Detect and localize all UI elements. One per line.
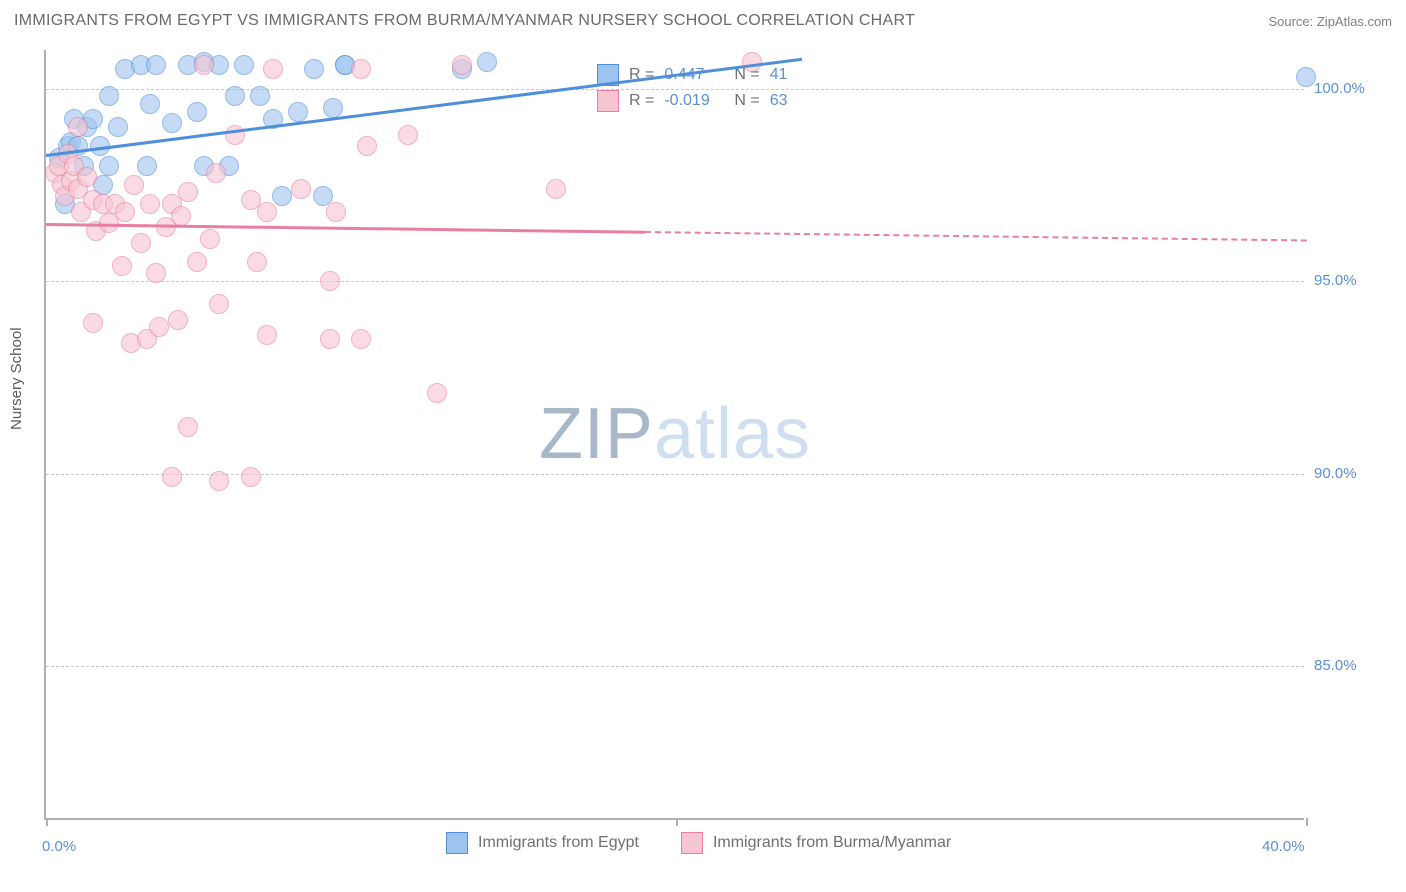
data-point [247,252,267,272]
data-point [168,310,188,330]
data-point [398,125,418,145]
x-tick [1306,818,1308,826]
legend-swatch [446,832,468,854]
data-point [171,206,191,226]
data-point [99,86,119,106]
legend-r-label: R = [629,92,654,110]
y-tick-label: 95.0% [1314,272,1357,289]
data-point [108,117,128,137]
data-point [200,229,220,249]
legend-label: Immigrants from Burma/Myanmar [713,834,951,852]
y-axis-label: Nursery School [8,327,25,430]
data-point [225,86,245,106]
legend-series: Immigrants from Egypt Immigrants from Bur… [446,832,951,854]
data-point [477,52,497,72]
data-point [146,55,166,75]
data-point [112,256,132,276]
data-point [234,55,254,75]
data-point [187,252,207,272]
trend-line [644,231,1306,242]
data-point [304,59,324,79]
data-point [99,156,119,176]
data-point [241,467,261,487]
data-point [272,186,292,206]
watermark: ZIPatlas [539,393,811,475]
source-label: Source: ZipAtlas.com [1268,14,1392,29]
gridline [46,666,1304,667]
data-point [131,233,151,253]
data-point [178,182,198,202]
data-point [149,317,169,337]
data-point [250,86,270,106]
data-point [162,467,182,487]
data-point [257,325,277,345]
gridline [46,281,1304,282]
legend-n-value: 63 [770,92,788,110]
gridline [46,474,1304,475]
legend-swatch [681,832,703,854]
data-point [194,55,214,75]
data-point [162,113,182,133]
legend-r-value: -0.019 [664,92,724,110]
legend-row: R = -0.019 N = 63 [597,90,787,112]
data-point [351,329,371,349]
x-tick [46,818,48,826]
legend-item: Immigrants from Egypt [446,832,639,854]
data-point [546,179,566,199]
data-point [137,156,157,176]
data-point [140,194,160,214]
data-point [351,59,371,79]
data-point [320,271,340,291]
data-point [320,329,340,349]
data-point [77,167,97,187]
data-point [225,125,245,145]
data-point [742,52,762,72]
scatter-plot: ZIPatlas R =0.447N =41R =-0.019N =63 Imm… [44,50,1304,820]
x-tick [676,818,678,826]
legend-n-label: N = [734,92,759,110]
data-point [291,179,311,199]
legend-label: Immigrants from Egypt [478,834,639,852]
data-point [178,417,198,437]
x-tick-label: 0.0% [42,838,76,855]
data-point [209,294,229,314]
data-point [357,136,377,156]
data-point [187,102,207,122]
data-point [427,383,447,403]
x-tick-label: 40.0% [1262,838,1305,855]
y-tick-label: 85.0% [1314,657,1357,674]
data-point [124,175,144,195]
chart-title: IMMIGRANTS FROM EGYPT VS IMMIGRANTS FROM… [14,12,915,30]
data-point [206,163,226,183]
data-point [68,117,88,137]
data-point [140,94,160,114]
legend-swatch [597,90,619,112]
data-point [452,55,472,75]
data-point [1296,67,1316,87]
data-point [146,263,166,283]
data-point [83,313,103,333]
data-point [288,102,308,122]
data-point [263,59,283,79]
data-point [115,202,135,222]
legend-item: Immigrants from Burma/Myanmar [681,832,951,854]
y-tick-label: 90.0% [1314,465,1357,482]
y-tick-label: 100.0% [1314,80,1365,97]
legend-n-value: 41 [770,66,788,84]
data-point [209,471,229,491]
trend-line [46,223,645,233]
data-point [257,202,277,222]
data-point [323,98,343,118]
data-point [326,202,346,222]
